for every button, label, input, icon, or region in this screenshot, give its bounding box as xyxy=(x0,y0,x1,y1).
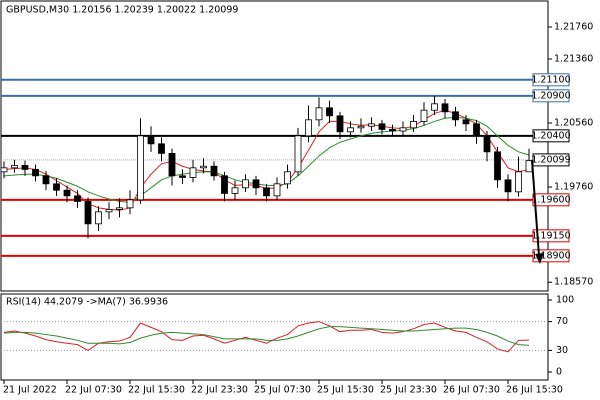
candle-body xyxy=(294,135,302,173)
level-label-box xyxy=(532,129,570,143)
rsi-panel xyxy=(0,293,549,381)
candle-body xyxy=(200,165,207,169)
candle-body xyxy=(158,143,165,154)
x-tick-label: 22 Jul 07:30 xyxy=(65,385,122,396)
level-label: 1.19600 xyxy=(531,194,570,205)
candle-body xyxy=(473,123,480,137)
candle-body xyxy=(210,165,218,177)
candle-body xyxy=(515,171,522,193)
candle-body xyxy=(504,179,512,193)
candle-body xyxy=(452,111,459,121)
level-label-box xyxy=(532,249,570,263)
x-tick-label: 22 Jul 15:30 xyxy=(128,385,185,396)
candle-body xyxy=(483,135,491,153)
candle-body xyxy=(126,199,134,209)
candle-body xyxy=(284,171,291,185)
candle-body xyxy=(147,135,155,145)
arrow-head xyxy=(535,253,544,264)
y-tick-label: 0 xyxy=(556,367,562,378)
candle-body xyxy=(336,115,344,133)
candle-body xyxy=(74,195,81,202)
x-tick-label: 26 Jul 07:30 xyxy=(443,385,500,396)
level-label-box xyxy=(532,89,570,103)
candle-body xyxy=(462,119,470,125)
y-tick-label: 70 xyxy=(556,316,568,327)
candle-body xyxy=(0,167,8,173)
candle-body xyxy=(21,165,29,170)
level-label-box xyxy=(532,73,570,87)
candle-body xyxy=(63,189,71,197)
level-label: 1.19150 xyxy=(531,230,570,241)
level-label: 1.18900 xyxy=(531,250,570,261)
candle-body xyxy=(231,187,239,194)
main-panel xyxy=(0,0,549,292)
y-tick-label: 30 xyxy=(556,345,568,356)
x-tick-label: 21 Jul 2022 xyxy=(3,385,57,396)
current-price-box xyxy=(532,153,570,167)
level-label: 1.21100 xyxy=(531,74,570,85)
y-tick-label: 1.18570 xyxy=(554,277,593,288)
candle-body xyxy=(95,211,102,225)
candle-body xyxy=(378,123,386,130)
x-tick-label: 22 Jul 23:30 xyxy=(191,385,248,396)
candle-body xyxy=(357,125,365,129)
level-label: 1.20900 xyxy=(531,90,570,101)
x-tick-label: 25 Jul 15:30 xyxy=(317,385,374,396)
arrow xyxy=(531,159,544,264)
candle-body xyxy=(441,103,449,113)
candle-body xyxy=(179,175,186,178)
candle-body xyxy=(221,175,228,194)
arrow-line xyxy=(531,159,540,257)
candle-body xyxy=(116,207,123,210)
x-tick-label: 25 Jul 07:30 xyxy=(254,385,311,396)
candle-body xyxy=(315,107,323,121)
candle-body xyxy=(431,103,438,111)
candle-body xyxy=(420,109,428,122)
candle-body xyxy=(399,127,407,132)
candle-body xyxy=(305,119,312,137)
y-tick-label: 1.21760 xyxy=(554,22,593,33)
y-tick-label: 1.20560 xyxy=(554,118,593,129)
y-tick-label: 1.19760 xyxy=(554,182,593,193)
candle-body xyxy=(368,123,375,127)
candle-body xyxy=(263,187,270,197)
y-tick-label: 1.21360 xyxy=(554,54,593,65)
candle-body xyxy=(11,165,18,169)
chart-title: GBPUSD,M30 1.20156 1.20239 1.20022 1.200… xyxy=(6,5,238,16)
level-label-box xyxy=(532,229,570,243)
candle-body xyxy=(42,175,50,185)
candle-body xyxy=(105,209,113,213)
candle-body xyxy=(84,201,92,225)
rsi-line xyxy=(3,321,530,353)
candle-body xyxy=(189,167,197,178)
candle-body xyxy=(242,179,249,189)
candle-body xyxy=(494,151,501,181)
level-label: 1.20400 xyxy=(531,130,570,141)
candle-body xyxy=(389,129,396,132)
rsi-title: RSI(14) 44.2079 ->MA(7) 36.9936 xyxy=(6,297,168,308)
current-price-label: 1.20099 xyxy=(531,154,570,165)
candle-body xyxy=(168,153,176,177)
candle-body xyxy=(410,121,417,129)
level-label-box xyxy=(532,193,570,207)
candle-body xyxy=(326,107,333,117)
candle-body xyxy=(137,135,144,201)
x-tick-label: 25 Jul 23:30 xyxy=(380,385,437,396)
candle-body xyxy=(32,169,39,177)
candle-body xyxy=(252,179,260,189)
y-tick-label: 100 xyxy=(556,295,574,306)
x-tick-label: 26 Jul 15:30 xyxy=(506,385,563,396)
candle-body xyxy=(273,183,281,197)
candle-body xyxy=(53,183,60,191)
rsi-line xyxy=(3,326,530,346)
candle-body xyxy=(347,127,354,133)
